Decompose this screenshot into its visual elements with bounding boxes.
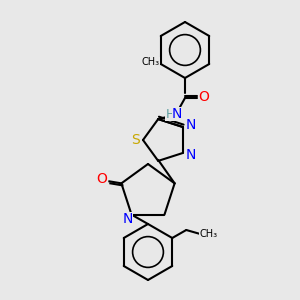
Text: S: S bbox=[132, 133, 140, 147]
Text: H: H bbox=[165, 107, 175, 121]
Text: O: O bbox=[199, 90, 209, 104]
Text: N: N bbox=[186, 118, 196, 132]
Text: N: N bbox=[122, 212, 133, 226]
Text: O: O bbox=[96, 172, 107, 186]
Text: CH₃: CH₃ bbox=[142, 57, 160, 67]
Text: N: N bbox=[186, 148, 196, 162]
Text: N: N bbox=[172, 107, 182, 121]
Text: CH₃: CH₃ bbox=[199, 229, 217, 239]
